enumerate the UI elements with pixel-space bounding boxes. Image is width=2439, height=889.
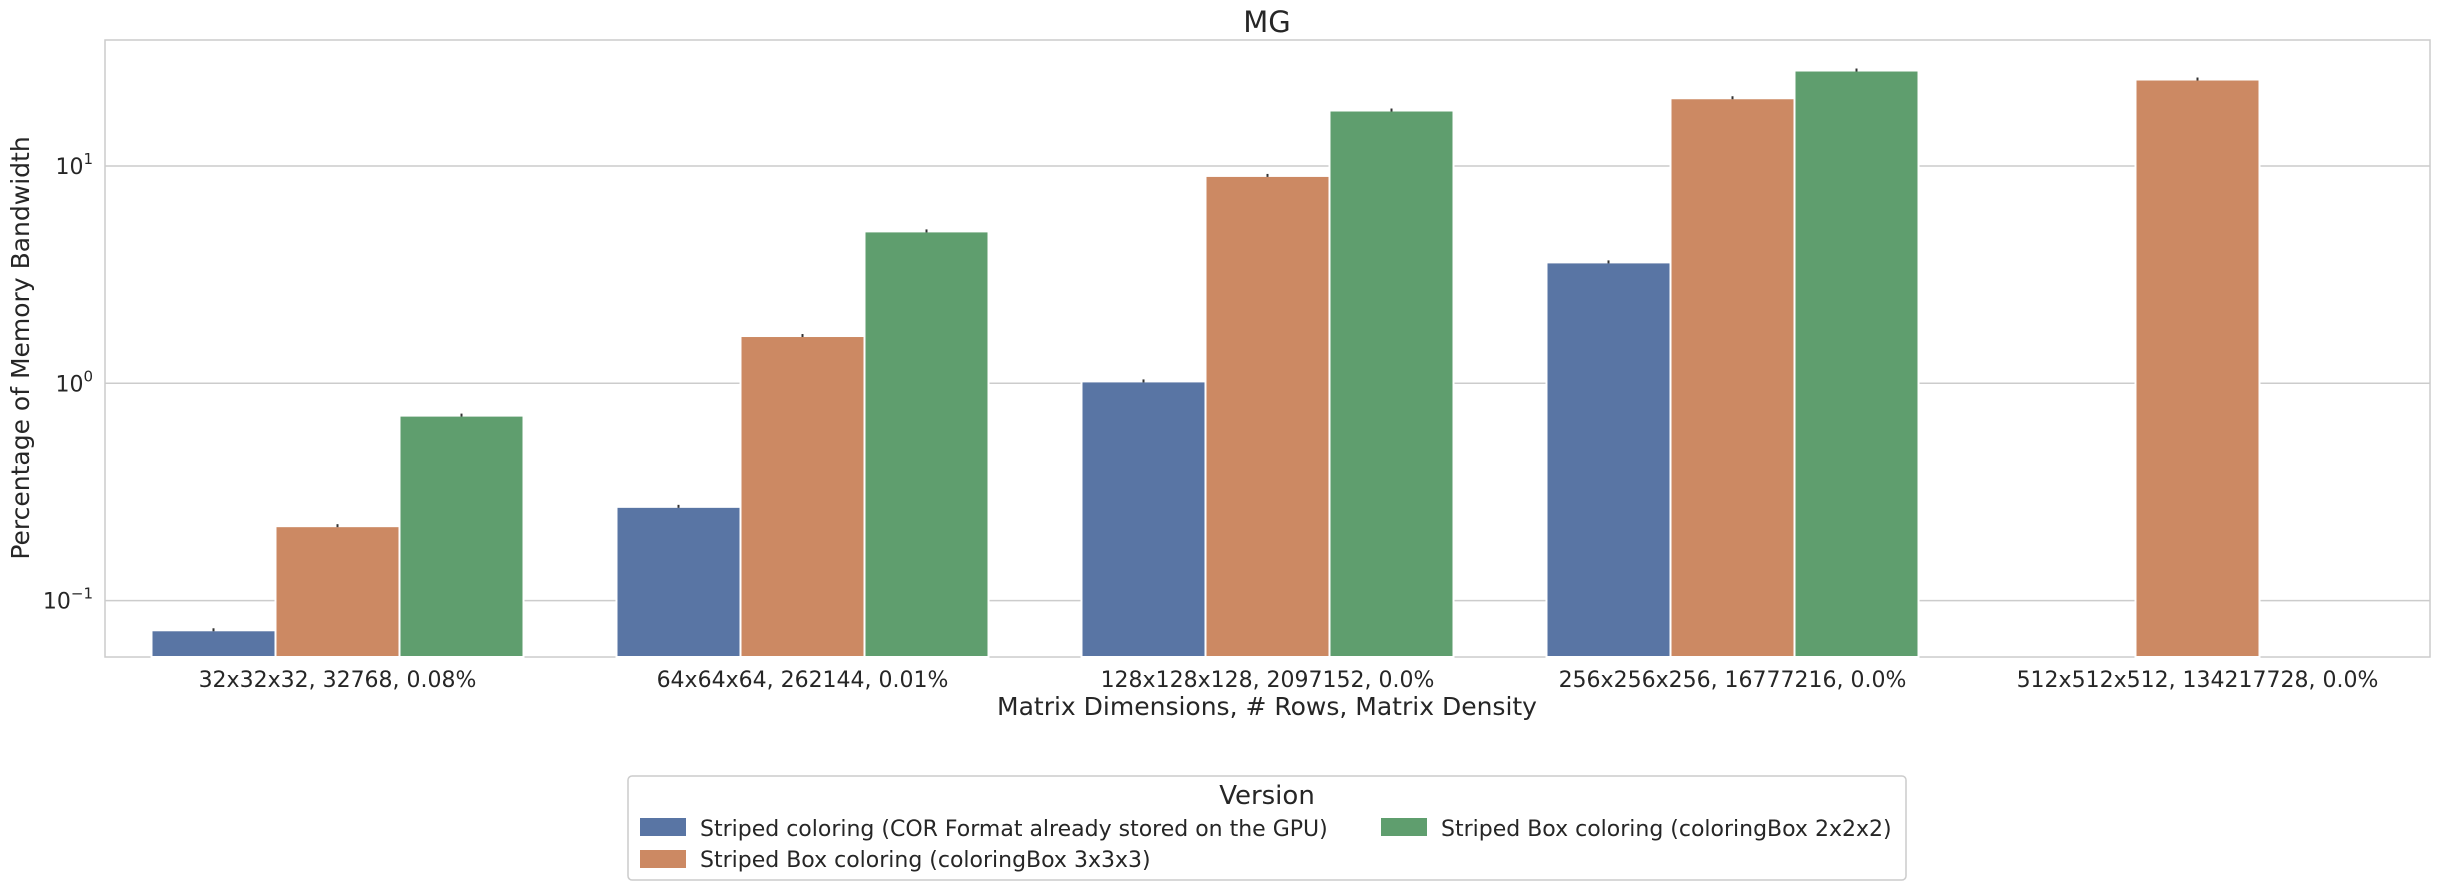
bar: [1328, 109, 1455, 658]
x-tick-label: 32x32x32, 32768, 0.08%: [199, 668, 477, 693]
x-tick-label: 256x256x256, 16777216, 0.0%: [1559, 668, 1907, 693]
error-bars: [212, 68, 2199, 632]
legend-item: Striped Box coloring (coloringBox 2x2x2): [1381, 817, 1892, 842]
legend-item: Striped coloring (COR Format already sto…: [640, 817, 1328, 842]
bar: [1793, 69, 1920, 659]
bars: [150, 69, 2261, 659]
legend-frame: [627, 775, 1907, 881]
legend-label: Striped Box coloring (coloringBox 2x2x2): [1441, 817, 1892, 842]
bar: [1669, 97, 1796, 658]
bar: [398, 414, 525, 659]
chart-title: MG: [1243, 5, 1291, 39]
x-tick-label: 128x128x128, 2097152, 0.0%: [1101, 668, 1435, 693]
bar: [863, 230, 990, 658]
legend-swatch: [1381, 818, 1427, 836]
bar: [150, 629, 277, 658]
bar: [1204, 174, 1331, 659]
legend-item: Striped Box coloring (coloringBox 3x3x3): [640, 848, 1151, 873]
y-tick-label: 100: [55, 367, 93, 397]
x-axis-label: Matrix Dimensions, # Rows, Matrix Densit…: [997, 692, 1537, 721]
x-tick-labels: 32x32x32, 32768, 0.08% 64x64x64, 262144, …: [199, 668, 2379, 693]
bar: [739, 335, 866, 658]
y-tick-labels: 10−1 100 101: [43, 150, 93, 615]
legend-label: Striped coloring (COR Format already sto…: [700, 817, 1328, 842]
y-axis-label: Percentage of Memory Bandwidth: [6, 136, 35, 559]
legend: Version Striped coloring (COR Format alr…: [627, 775, 1907, 881]
legend-title: Version: [1219, 781, 1315, 811]
bar: [2134, 78, 2261, 658]
x-tick-label: 512x512x512, 134217728, 0.0%: [2017, 668, 2379, 693]
bar: [615, 505, 742, 658]
y-tick-label: 10−1: [43, 585, 93, 615]
bar: [274, 525, 401, 658]
legend-swatch: [640, 850, 686, 868]
bar: [1080, 380, 1207, 658]
legend-swatch: [640, 818, 686, 836]
y-tick-label: 101: [55, 150, 93, 180]
bar: [1545, 261, 1672, 658]
legend-label: Striped Box coloring (coloringBox 3x3x3): [700, 848, 1151, 873]
x-tick-label: 64x64x64, 262144, 0.01%: [657, 668, 949, 693]
